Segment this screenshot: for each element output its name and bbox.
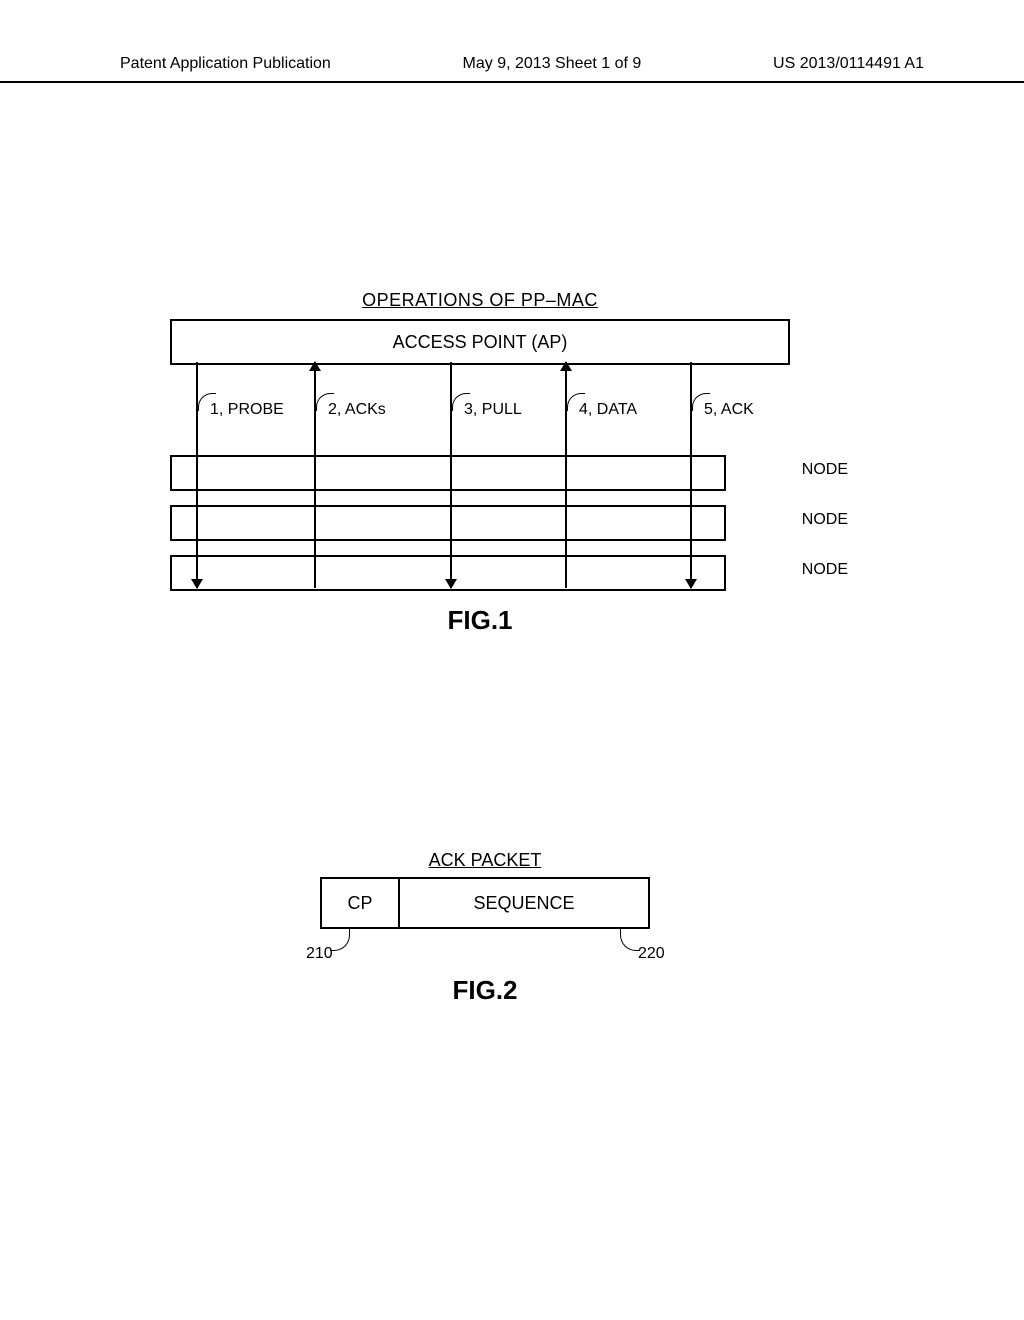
fig2-caption: FIG.2 (320, 975, 650, 1006)
node-label: NODE (802, 561, 848, 579)
arrow-data (565, 362, 567, 588)
ack-packet: CP SEQUENCE (320, 877, 650, 929)
packet-cell-cp: CP (322, 879, 400, 927)
step-label-pull: 3, PULL (464, 401, 522, 419)
fig1-title: OPERATIONS OF PP–MAC (170, 290, 790, 311)
fig2-refs: 210 220 (320, 931, 650, 971)
packet-cell-sequence: SEQUENCE (400, 879, 648, 927)
arrow-acks (314, 362, 316, 588)
node-label: NODE (802, 511, 848, 529)
step-leader (692, 393, 710, 411)
header-center: May 9, 2013 Sheet 1 of 9 (463, 55, 642, 73)
arrow-pull (450, 362, 452, 588)
fig1-nodes: NODE NODE NODE (170, 455, 790, 591)
figure-1: OPERATIONS OF PP–MAC ACCESS POINT (AP) 1… (170, 290, 790, 636)
arrow-down-icon (191, 579, 203, 589)
node-box (170, 505, 726, 541)
node-row: NODE (170, 555, 790, 591)
node-row: NODE (170, 455, 790, 491)
arrow-up-icon (560, 361, 572, 371)
ref-210: 210 (306, 945, 333, 963)
arrow-up-icon (309, 361, 321, 371)
header-left: Patent Application Publication (120, 55, 331, 73)
fig1-step-labels: 1, PROBE 2, ACKs 3, PULL 4, DATA 5, ACK (170, 365, 790, 455)
ref-leader-210 (330, 929, 350, 951)
figure-2: ACK PACKET CP SEQUENCE 210 220 FIG.2 (320, 850, 650, 1006)
step-leader (567, 393, 585, 411)
step-label-ack: 5, ACK (704, 401, 754, 419)
access-point-box: ACCESS POINT (AP) (170, 319, 790, 365)
node-row: NODE (170, 505, 790, 541)
arrow-down-icon (685, 579, 697, 589)
node-box (170, 455, 726, 491)
step-label-probe: 1, PROBE (210, 401, 284, 419)
node-label: NODE (802, 461, 848, 479)
ref-220: 220 (638, 945, 665, 963)
arrow-probe (196, 362, 198, 588)
step-leader (452, 393, 470, 411)
step-leader (316, 393, 334, 411)
fig2-title: ACK PACKET (320, 850, 650, 871)
sequence-label: SEQUENCE (473, 893, 574, 914)
ap-label: ACCESS POINT (AP) (393, 332, 568, 353)
arrow-down-icon (445, 579, 457, 589)
step-label-data: 4, DATA (579, 401, 637, 419)
fig1-caption: FIG.1 (170, 605, 790, 636)
cp-label: CP (347, 893, 372, 914)
step-leader (198, 393, 216, 411)
header-right: US 2013/0114491 A1 (773, 55, 924, 73)
step-label-acks: 2, ACKs (328, 401, 386, 419)
arrow-ack (690, 362, 692, 588)
ref-leader-220 (620, 929, 640, 951)
page-header: Patent Application Publication May 9, 20… (0, 55, 1024, 83)
